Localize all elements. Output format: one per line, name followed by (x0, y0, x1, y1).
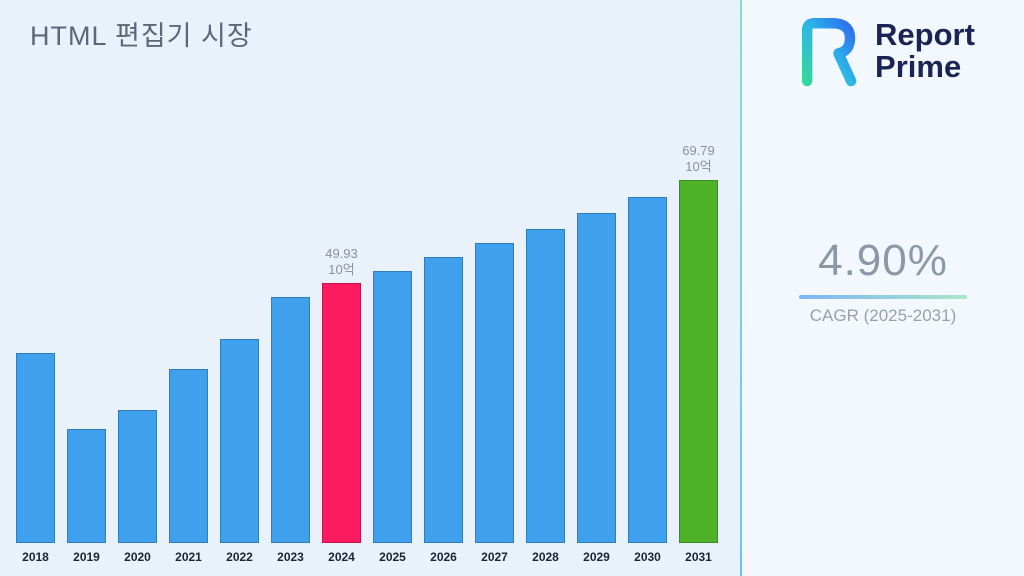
bar-column-2018: 2018 (16, 353, 55, 564)
report-prime-logo-icon (802, 18, 857, 87)
side-panel: Report Prime 4.90% CAGR (2025-2031) (742, 0, 1024, 576)
bar-column-2030: 2030 (628, 197, 667, 564)
bar-column-2024: 49.93 10억 2024 (322, 245, 361, 564)
bar-2019 (67, 429, 106, 543)
bar-column-2031: 69.79 10억 2031 (679, 142, 718, 564)
chart-section: HTML 편집기 시장 2018 2019 2020 2021 2022 2023 49.9… (16, 21, 718, 564)
bar-2022 (220, 339, 259, 543)
bar-column-2019: 2019 (67, 429, 106, 564)
x-axis-label-2026: 2026 (430, 550, 457, 564)
brand-name-line2: Prime (875, 49, 962, 84)
x-axis-label-2029: 2029 (583, 550, 610, 564)
bar-column-2020: 2020 (118, 410, 157, 564)
x-axis-label-2027: 2027 (481, 550, 508, 564)
bar-2025 (373, 271, 412, 543)
x-axis-label-2023: 2023 (277, 550, 304, 564)
bar-2021 (169, 369, 208, 543)
bar-chart: 2018 2019 2020 2021 2022 2023 49.93 10억 2024 2025… (16, 142, 718, 564)
brand-name-line1: Report (875, 17, 975, 53)
brand-logo: Report Prime (791, 14, 975, 88)
x-axis-label-2020: 2020 (124, 550, 151, 564)
bar-column-2025: 2025 (373, 271, 412, 564)
bar-2023 (271, 297, 310, 543)
bar-2028 (526, 229, 565, 543)
bar-2027 (475, 243, 514, 543)
page-title: HTML 편집기 시장 (30, 21, 253, 51)
x-axis-label-2028: 2028 (532, 550, 559, 564)
x-axis-label-2025: 2025 (379, 550, 406, 564)
bar-2024 (322, 283, 361, 543)
cagr-value: 4.90% (818, 236, 948, 285)
bar-2029 (577, 213, 616, 543)
bar-2020 (118, 410, 157, 543)
cagr-label: CAGR (2025-2031) (809, 306, 957, 325)
bar-column-2021: 2021 (169, 369, 208, 564)
section-divider (740, 0, 742, 576)
cagr-underline (799, 295, 967, 299)
bar-column-2023: 2023 (271, 297, 310, 564)
bar-column-2028: 2028 (526, 229, 565, 564)
bar-annotation-2031: 69.79 10억 (682, 142, 715, 174)
x-axis-label-2019: 2019 (73, 550, 100, 564)
x-axis-label-2018: 2018 (22, 550, 49, 564)
bar-column-2029: 2029 (577, 213, 616, 564)
x-axis-label-2031: 2031 (685, 550, 712, 564)
bar-2030 (628, 197, 667, 543)
x-axis-label-2021: 2021 (175, 550, 202, 564)
bar-column-2027: 2027 (475, 243, 514, 564)
x-axis-label-2024: 2024 (328, 550, 355, 564)
bar-column-2022: 2022 (220, 339, 259, 564)
cagr-block: 4.90% CAGR (2025-2031) (799, 236, 967, 326)
bar-2031 (679, 180, 718, 543)
bar-annotation-2024: 49.93 10억 (325, 245, 358, 277)
x-axis-label-2022: 2022 (226, 550, 253, 564)
x-axis-label-2030: 2030 (634, 550, 661, 564)
bar-2018 (16, 353, 55, 543)
bar-2026 (424, 257, 463, 543)
bar-column-2026: 2026 (424, 257, 463, 564)
brand-name: Report Prime (875, 19, 975, 82)
